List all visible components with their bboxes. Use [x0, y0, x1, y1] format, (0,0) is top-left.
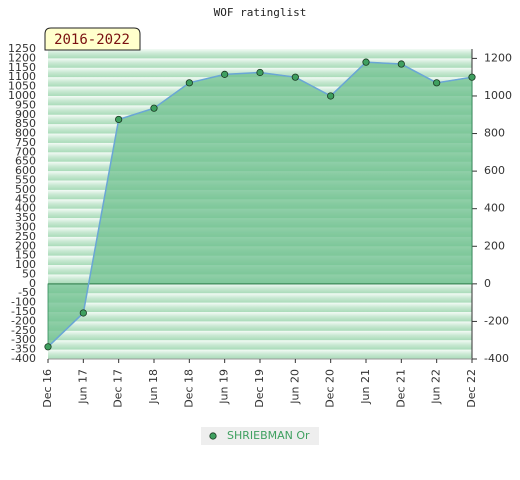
y-tick-label: 550: [15, 174, 36, 187]
y2-tick-label: 0: [484, 277, 491, 290]
marker: [362, 58, 370, 66]
y2-tick-label: -400: [484, 352, 509, 365]
y-tick-label: 200: [15, 239, 36, 252]
y-tick-label: -150: [11, 305, 36, 318]
y2-tick-label: 200: [484, 239, 505, 252]
marker: [397, 60, 405, 68]
period-badge: [44, 27, 141, 51]
y-tick-label: 1250: [8, 42, 36, 55]
grid-band: [48, 340, 472, 350]
legend-box: [201, 427, 319, 445]
y2-tick-label: 1000: [484, 89, 512, 102]
period-label: 2016-2022: [54, 32, 130, 48]
marker: [44, 343, 52, 351]
y2-tick-label: -200: [484, 314, 509, 327]
marker: [291, 73, 299, 81]
grid-band: [48, 349, 472, 359]
grid-band: [48, 330, 472, 341]
x-tick-label: Dec 20: [324, 369, 337, 408]
x-tick-label: Dec 22: [465, 369, 478, 408]
y-tick-label: 450: [15, 192, 36, 205]
y-tick-label: -50: [18, 286, 36, 299]
y2-tick-label: 1200: [484, 51, 512, 64]
marker: [327, 92, 335, 100]
x-tick-label: Dec 16: [41, 369, 54, 408]
x-tick-label: Jun 21: [359, 369, 372, 405]
y-tick-label: -300: [11, 333, 36, 346]
marker: [221, 70, 229, 78]
x-tick-label: Jun 18: [147, 369, 160, 405]
y2-tick-label: 600: [484, 164, 505, 177]
y-tick-label: 0: [29, 277, 36, 290]
y-tick-label: 250: [15, 230, 36, 243]
x-tick-label: Dec 21: [394, 369, 407, 408]
grid-band: [48, 302, 472, 313]
x-tick-label: Dec 19: [253, 369, 266, 408]
y-tick-label: 400: [15, 202, 36, 215]
y-tick-label: 300: [15, 220, 36, 233]
y-tick-label: -100: [11, 296, 36, 309]
y-tick-label: 900: [15, 108, 36, 121]
x-tick-label: Jun 20: [288, 369, 301, 405]
y-tick-label: 650: [15, 155, 36, 168]
grid-band: [48, 293, 472, 303]
grid-band: [48, 312, 472, 322]
y-tick-label: -250: [11, 324, 36, 337]
y-tick-label: -200: [11, 314, 36, 327]
legend-marker: [209, 432, 217, 440]
grid-band: [48, 321, 472, 331]
y-tick-label: 700: [15, 145, 36, 158]
y-tick-label: 750: [15, 136, 36, 149]
marker: [468, 73, 476, 81]
y-tick-label: 1000: [8, 89, 36, 102]
y-tick-label: 950: [15, 98, 36, 111]
y-tick-label: 1200: [8, 51, 36, 64]
marker: [256, 68, 264, 77]
y-tick-label: 600: [15, 164, 36, 177]
marker: [185, 79, 193, 87]
y-tick-label: 800: [15, 127, 36, 140]
grid-band: [48, 58, 472, 68]
grid-band: [48, 49, 472, 59]
marker: [79, 309, 87, 317]
y-tick-label: 100: [15, 258, 36, 271]
y-tick-label: 1150: [8, 61, 36, 74]
y-tick-label: 500: [15, 183, 36, 196]
y-tick-label: 50: [22, 267, 36, 280]
x-tick-label: Jun 17: [76, 369, 89, 405]
y2-tick-label: 800: [484, 127, 505, 140]
chart-title: WOF ratinglist: [214, 6, 307, 19]
x-tick-label: Dec 17: [112, 369, 125, 408]
x-tick-label: Jun 22: [430, 369, 443, 405]
grid-band: [48, 283, 472, 294]
marker: [150, 104, 158, 112]
y-tick-label: 850: [15, 117, 36, 130]
y-tick-label: -400: [11, 352, 36, 365]
legend-label: SHRIEBMAN Or: [227, 429, 310, 442]
y-tick-label: 150: [15, 249, 36, 262]
x-tick-label: Dec 18: [182, 369, 195, 408]
y-tick-label: 1050: [8, 80, 36, 93]
y-tick-label: 1100: [8, 70, 36, 83]
marker: [115, 115, 123, 124]
marker: [433, 79, 441, 87]
y2-tick-label: 400: [484, 202, 505, 215]
y-tick-label: -350: [11, 343, 36, 356]
y-tick-label: 350: [15, 211, 36, 224]
x-tick-label: Jun 19: [218, 369, 231, 405]
